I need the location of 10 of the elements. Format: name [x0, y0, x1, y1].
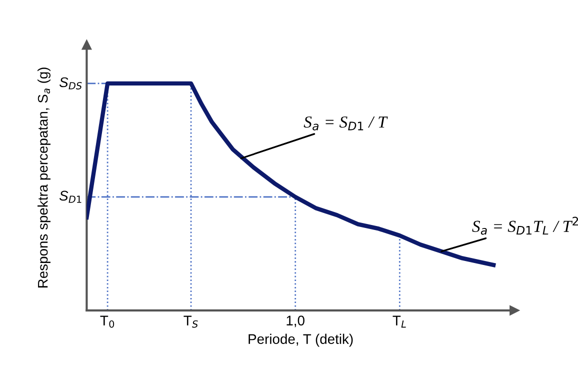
- ref-line-label: S$_{D1}$: [59, 190, 82, 203]
- y-axis-title: Respons spektra percepatan, S$_{a}$ (g): [38, 68, 50, 288]
- x-tick-label: T$_{0}$: [100, 316, 114, 328]
- x-tick-label: 1,0: [286, 316, 304, 328]
- x-tick-label: T$_{S}$: [184, 316, 198, 328]
- ref-line-label: S$_{DS}$: [59, 77, 82, 90]
- annotation: S$_{a}$ = S$_{D1}$ / T: [304, 116, 388, 130]
- x-tick-label: T$_{L}$: [392, 316, 406, 328]
- x-axis-title: Periode, T (detik): [248, 334, 353, 347]
- annotation: S$_{a}$ = S$_{D1}$T$_{L}$ / T$^{2}$: [472, 216, 578, 235]
